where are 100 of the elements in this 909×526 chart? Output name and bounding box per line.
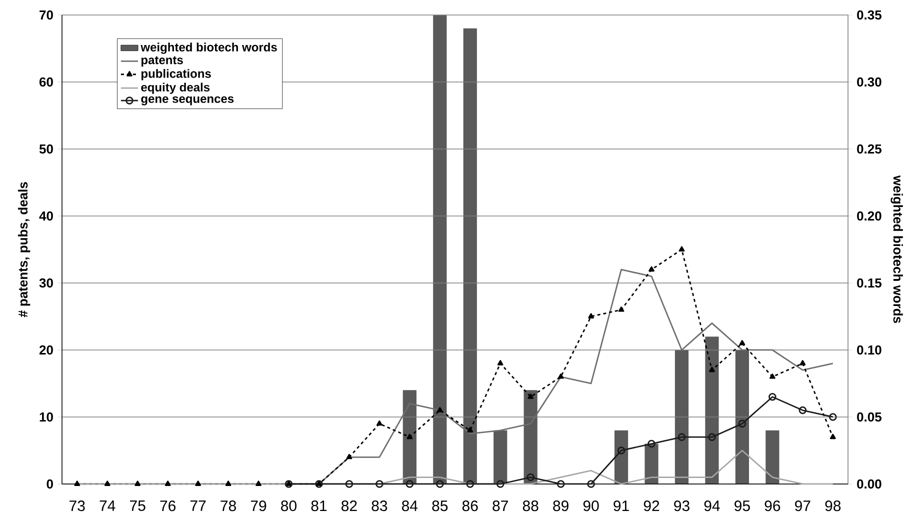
point xyxy=(376,420,382,426)
bar xyxy=(674,350,689,484)
point xyxy=(376,480,384,488)
x-tick-label: 77 xyxy=(190,500,206,511)
y-tick-label: 0 xyxy=(46,479,53,489)
x-tick-label: 89 xyxy=(553,500,568,512)
y-tick-label: 10 xyxy=(40,412,53,422)
x-tick-label: 78 xyxy=(220,500,236,512)
point xyxy=(467,427,474,432)
point xyxy=(466,480,474,488)
x-tick-label: 92 xyxy=(644,500,660,512)
y2-tick-label: 0.00 xyxy=(857,479,882,489)
point xyxy=(528,394,534,399)
point xyxy=(588,313,594,318)
y2-tick-label: 0.35 xyxy=(857,10,882,20)
point xyxy=(256,480,262,486)
y2-tick-label: 0.20 xyxy=(857,211,882,221)
point xyxy=(739,340,746,346)
x-tick-label: 91 xyxy=(614,500,629,512)
y-tick-label: 40 xyxy=(39,211,53,221)
x-tick-label: 75 xyxy=(130,500,146,511)
x-tick-label: 76 xyxy=(160,500,176,512)
x-tick-label: 79 xyxy=(250,500,266,512)
point xyxy=(134,480,141,486)
x-tick-label: 97 xyxy=(795,500,810,512)
x-tick-label: 74 xyxy=(100,500,116,511)
x-tick-label: 94 xyxy=(704,500,720,512)
point xyxy=(345,480,354,488)
y-tick-label: 30 xyxy=(39,278,53,288)
point xyxy=(164,480,171,486)
point xyxy=(678,433,686,441)
y-axis-title: # patents, pubs, deals xyxy=(18,182,30,318)
x-tick-label: 73 xyxy=(70,500,85,512)
y-tick-label: 70 xyxy=(40,10,53,20)
point xyxy=(406,480,414,488)
point xyxy=(346,454,352,460)
bar xyxy=(766,430,780,484)
point xyxy=(104,480,110,486)
x-tick-label: 87 xyxy=(492,500,508,512)
y2-tick-label: 0.10 xyxy=(857,345,882,355)
bar xyxy=(644,444,658,484)
bar xyxy=(614,430,628,484)
x-tick-label: 84 xyxy=(402,500,418,512)
point xyxy=(618,306,624,312)
point xyxy=(709,366,715,372)
x-tick-label: 82 xyxy=(342,500,357,512)
x-tick-label: 90 xyxy=(583,500,599,512)
point xyxy=(526,473,534,482)
point xyxy=(648,266,654,272)
x-tick-label: 81 xyxy=(311,500,327,512)
bar xyxy=(524,390,538,484)
bar xyxy=(705,336,719,484)
x-tick-label: 96 xyxy=(764,500,780,512)
y2-tick-label: 0.05 xyxy=(857,412,882,422)
point xyxy=(800,360,806,366)
point xyxy=(830,434,836,440)
point xyxy=(558,373,564,379)
point xyxy=(406,434,413,440)
x-tick-label: 80 xyxy=(281,500,296,512)
point xyxy=(798,406,807,414)
point xyxy=(497,360,504,366)
y2-tick-label: 0.15 xyxy=(857,278,882,288)
point xyxy=(195,480,201,486)
y-tick-label: 20 xyxy=(39,345,53,355)
point xyxy=(648,440,656,448)
bar xyxy=(735,350,749,484)
point xyxy=(768,392,776,401)
x-tick-label: 98 xyxy=(825,500,841,512)
legend-label: equity deals xyxy=(141,82,210,94)
y-tick-label: 60 xyxy=(39,77,53,87)
bar xyxy=(402,390,416,484)
point xyxy=(708,433,716,441)
bar xyxy=(463,28,477,484)
x-tick-label: 95 xyxy=(734,500,750,512)
y2-tick-label: 0.25 xyxy=(857,144,882,154)
x-tick-label: 86 xyxy=(462,500,478,512)
legend-label: weighted biotech words xyxy=(140,42,277,54)
point xyxy=(225,480,232,486)
y2-axis-title: weighted biotech words xyxy=(890,175,903,323)
point xyxy=(617,446,626,454)
legend-label: gene sequences xyxy=(141,96,234,106)
x-tick-label: 83 xyxy=(372,500,388,512)
point xyxy=(496,480,504,488)
legend-label: patents xyxy=(141,56,183,67)
x-tick-label: 85 xyxy=(432,500,448,512)
x-tick-label: 88 xyxy=(522,500,538,512)
point xyxy=(678,246,685,252)
point xyxy=(556,480,565,488)
bar xyxy=(494,430,508,484)
point xyxy=(74,480,80,486)
x-tick-label: 93 xyxy=(674,500,690,512)
point xyxy=(738,420,746,428)
point xyxy=(587,480,595,488)
point xyxy=(436,480,444,488)
point xyxy=(436,406,443,412)
point xyxy=(769,373,776,379)
y-tick-label: 50 xyxy=(39,144,53,154)
legend-label: publications xyxy=(141,69,211,80)
bar xyxy=(433,14,447,484)
y2-tick-label: 0.30 xyxy=(857,77,882,87)
